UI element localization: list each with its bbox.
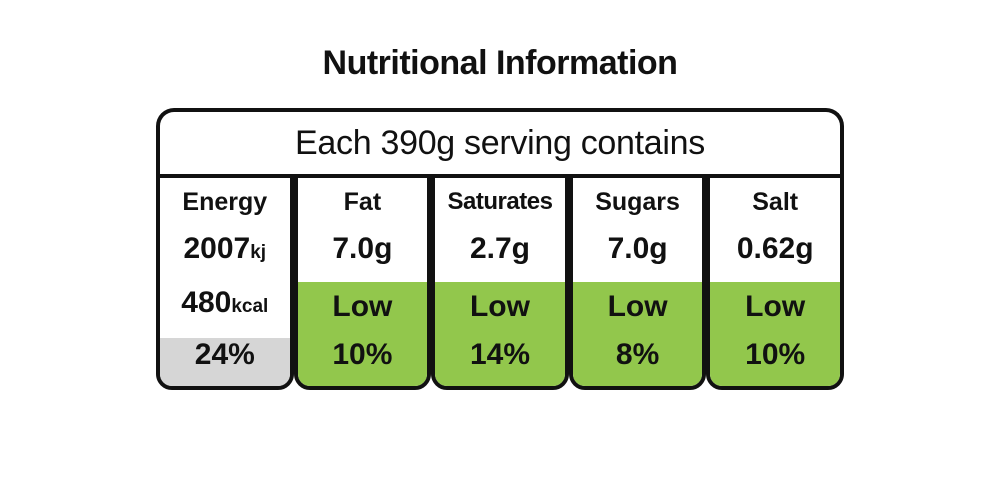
salt-level-fill [710, 282, 840, 386]
saturates-percent: 14% [469, 338, 530, 371]
energy-kj: 2007kj [160, 232, 290, 266]
energy-percent: 24% [194, 338, 255, 371]
page-title: Nutritional Information [322, 44, 678, 82]
fat-percent: 10% [332, 338, 393, 371]
fat-name: Fat [343, 188, 382, 216]
energy-kcal: 480kcal [160, 286, 290, 320]
saturates-name: Saturates [447, 188, 553, 215]
energy-percent-fill [160, 338, 290, 386]
nutrient-cells: Energy 2007kj 480kcal 24% Fat 7.0g Low 1… [156, 174, 844, 390]
sugars-level-fill [572, 282, 703, 386]
salt-name: Salt [752, 188, 799, 216]
fat-level: Low [332, 290, 393, 323]
energy-kj-value: 2007 [183, 232, 251, 265]
energy-cell: Energy 2007kj 480kcal 24% [156, 174, 294, 390]
salt-percent: 10% [745, 338, 806, 371]
energy-kj-unit: kj [250, 242, 267, 263]
sugars-name: Sugars [595, 188, 680, 216]
saturates-cell: Saturates 2.7g Low 14% [431, 174, 569, 390]
sugars-level: Low [607, 290, 668, 323]
fat-amount: 7.0g [332, 232, 393, 265]
sugars-cell: Sugars 7.0g Low 8% [568, 174, 707, 390]
fat-level-fill [297, 282, 428, 386]
serving-header: Each 390g serving contains [156, 108, 844, 174]
saturates-level: Low [469, 290, 530, 323]
saturates-level-fill [435, 282, 565, 386]
fat-cell: Fat 7.0g Low 10% [293, 174, 432, 390]
salt-cell: Salt 0.62g Low 10% [706, 174, 844, 390]
sugars-amount: 7.0g [607, 232, 668, 265]
salt-level: Low [745, 290, 806, 323]
saturates-amount: 2.7g [469, 232, 530, 265]
salt-amount: 0.62g [736, 232, 814, 265]
energy-name: Energy [182, 188, 268, 216]
sugars-percent: 8% [615, 338, 660, 371]
nutrition-label: Each 390g serving contains Energy 2007kj… [156, 108, 844, 390]
energy-kcal-value: 480 [181, 286, 232, 319]
energy-kcal-unit: kcal [231, 296, 269, 317]
